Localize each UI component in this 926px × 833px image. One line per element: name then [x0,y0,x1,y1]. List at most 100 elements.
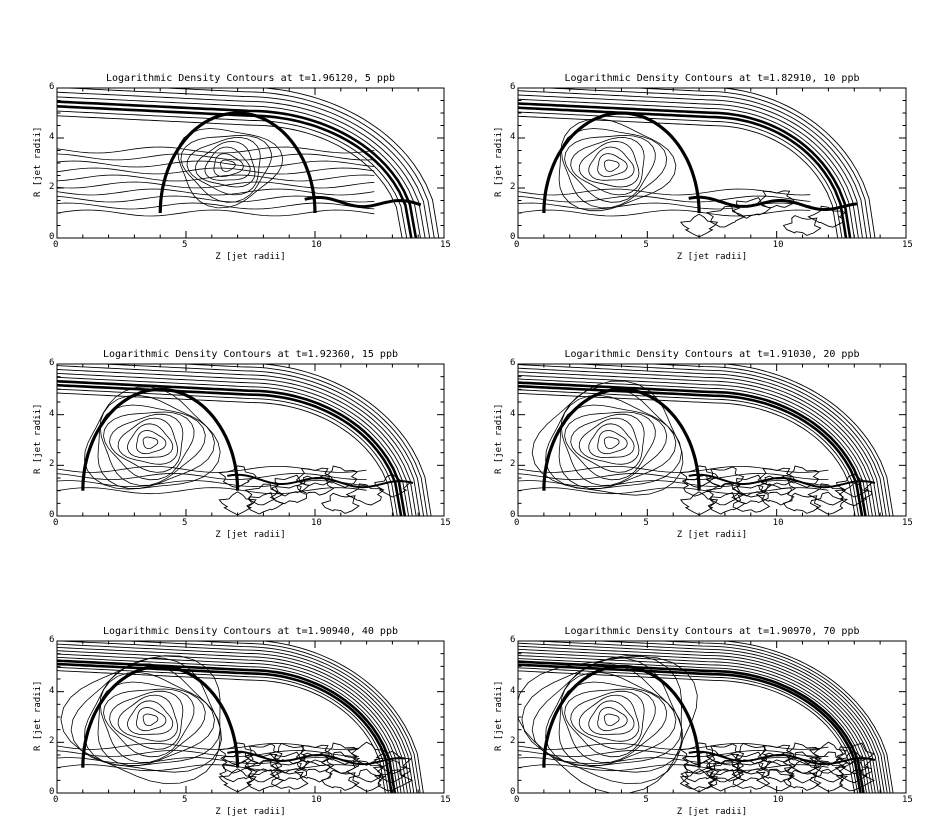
turbulent-contour [782,215,822,236]
y-tick-label: 4 [49,408,55,419]
turbulent-contour [295,744,334,763]
y-tick-label: 2 [510,182,516,192]
turbulent-contour [321,769,360,791]
turbulent-contour [679,213,719,238]
bow-shock-contour [257,641,424,793]
vortex-contour [588,146,635,181]
turbulent-contour [807,483,847,506]
turbulent-contour [732,751,772,774]
jet-beam-contour [518,749,829,757]
turbulent-contour [217,742,257,766]
vortex-contour [186,137,261,196]
contour-lines [57,88,440,238]
turbulent-contour [836,742,876,765]
turbulent-contour [345,483,385,506]
bow-shock-contour [518,378,870,516]
x-tick-label: 5 [182,518,188,528]
bow-shock-contour [57,643,412,793]
y-tick-label: 2 [49,182,55,192]
bow-shock-contour [57,365,421,516]
vortex-contour [136,707,167,732]
y-tick-label: 4 [510,408,516,419]
x-tick-label: 10 [772,518,784,528]
turbulent-contour [783,759,823,784]
turbulent-contour [218,491,257,516]
turbulent-contour [732,197,772,219]
turbulent-contour [244,760,284,783]
x-tick-label: 0 [53,518,59,528]
y-tick-label: 6 [510,635,516,645]
vortex-contour [578,694,640,742]
x-tick-label: 10 [311,518,322,528]
cocoon-arc-contour [542,664,701,768]
bow-shock-contour [57,641,415,793]
turbulent-contour [834,759,873,784]
bow-shock-contour [518,384,864,516]
turbulent-contour [808,751,849,774]
turbulent-contour [294,760,333,783]
y-tick-label: 0 [510,232,516,242]
turbulent-contour [246,492,285,515]
bow-shock-contour [518,663,862,793]
contour-lines [57,364,432,516]
turbulent-contour [807,760,847,783]
turbulent-contour [681,751,721,774]
vortex-contour [597,153,628,178]
turbulent-contour [809,491,849,515]
bow-shock-contour [518,389,860,516]
bow-shock-contour [57,96,421,238]
x-tick-label: 5 [643,518,649,528]
bow-shock-contour [718,88,876,238]
vortex-contour [578,140,640,188]
x-tick-label: 0 [514,240,520,250]
jet-beam-contour [57,188,375,196]
vortex-contour [597,430,628,455]
bow-shock-contour [518,90,863,238]
vortex-contour [558,394,677,489]
panel-title: Logarithmic Density Contours at t=1.9097… [564,626,860,637]
turbulent-contour [757,744,796,763]
vortex-contour [561,404,668,486]
y-tick-label: 4 [49,132,55,142]
bow-shock-contour [518,658,867,793]
x-tick-label: 10 [311,240,322,250]
vortex-contour [127,423,174,458]
bow-shock-contour [518,374,873,516]
bow-shock-contour [628,88,872,238]
x-axis-label: Z [jet radii] [215,807,286,817]
vortex-contour [564,411,656,481]
turbulent-contour [705,743,745,764]
turbulent-contour [270,751,310,774]
turbulent-contour [679,742,719,766]
bow-shock-contour [518,667,859,793]
x-tick-label: 0 [514,518,520,528]
turbulent-contour [757,467,796,486]
vortex-contour [561,681,668,763]
y-tick-label: 0 [49,510,55,520]
vortex-contour [97,671,215,766]
jet-beam-contour [57,472,367,480]
bow-shock-contour [57,662,393,793]
bow-shock-contour [590,641,888,793]
jet-beam-contour [57,153,375,161]
vortex-contour [588,700,635,735]
vortex-contour [564,688,656,758]
jet-beam-contour [518,487,829,495]
vortex-contour [84,663,221,767]
bow-shock-contour [518,655,870,793]
vortex-contour [70,657,222,773]
bow-shock-contour [527,641,885,793]
turbulent-contour [295,467,334,486]
vortex-contour [561,128,668,209]
turbulent-contour [373,769,414,792]
bow-shock-contour [653,641,891,793]
bow-shock-contour [570,364,887,516]
turbulent-contour [755,483,795,506]
bow-shock-contour [57,110,408,238]
jet-beam-contour [57,146,375,154]
turbulent-contour [732,474,772,497]
turbulent-contour [319,465,358,488]
